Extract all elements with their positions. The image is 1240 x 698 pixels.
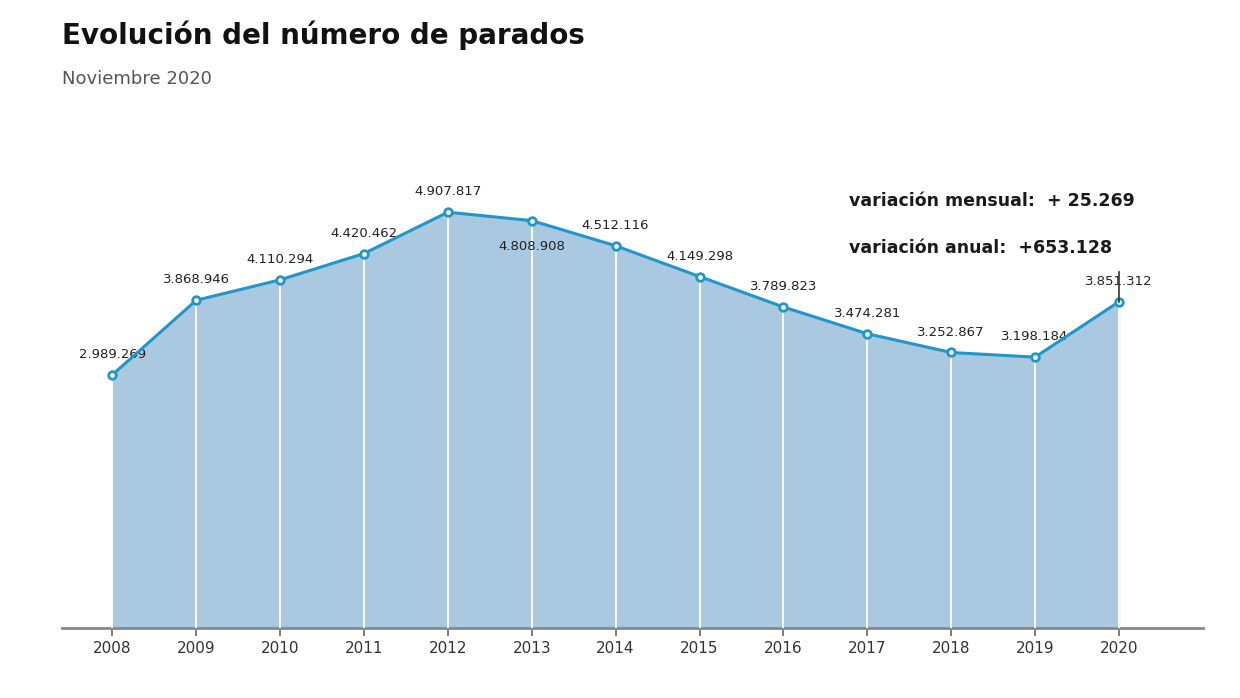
Point [1109, 296, 1128, 307]
Text: 2.989.269: 2.989.269 [79, 348, 146, 361]
Text: 3.474.281: 3.474.281 [833, 307, 901, 320]
Text: 4.907.817: 4.907.817 [414, 186, 481, 198]
Text: variación anual:  +653.128: variación anual: +653.128 [849, 239, 1112, 257]
Text: 3.252.867: 3.252.867 [918, 325, 985, 339]
Point [857, 328, 877, 339]
Point [941, 347, 961, 358]
Text: 4.420.462: 4.420.462 [330, 227, 398, 239]
Point [438, 207, 458, 218]
Text: variación mensual:  + 25.269: variación mensual: + 25.269 [849, 191, 1135, 209]
Point [689, 271, 709, 282]
Text: 3.851.312: 3.851.312 [1085, 275, 1153, 288]
Text: 3.868.946: 3.868.946 [162, 274, 229, 286]
Text: 4.110.294: 4.110.294 [247, 253, 314, 266]
Point [774, 302, 794, 313]
Point [1025, 352, 1045, 363]
Text: Noviembre 2020: Noviembre 2020 [62, 70, 212, 88]
Text: 4.149.298: 4.149.298 [666, 250, 733, 262]
Point [186, 295, 206, 306]
Text: 3.198.184: 3.198.184 [1002, 330, 1069, 343]
Point [355, 248, 374, 259]
Text: 4.808.908: 4.808.908 [498, 240, 565, 253]
Point [522, 215, 542, 226]
Point [605, 240, 625, 251]
Text: Evolución del número de parados: Evolución del número de parados [62, 21, 585, 50]
Point [270, 274, 290, 285]
Point [103, 369, 123, 380]
Text: 3.789.823: 3.789.823 [750, 280, 817, 293]
Text: 4.512.116: 4.512.116 [582, 219, 650, 232]
